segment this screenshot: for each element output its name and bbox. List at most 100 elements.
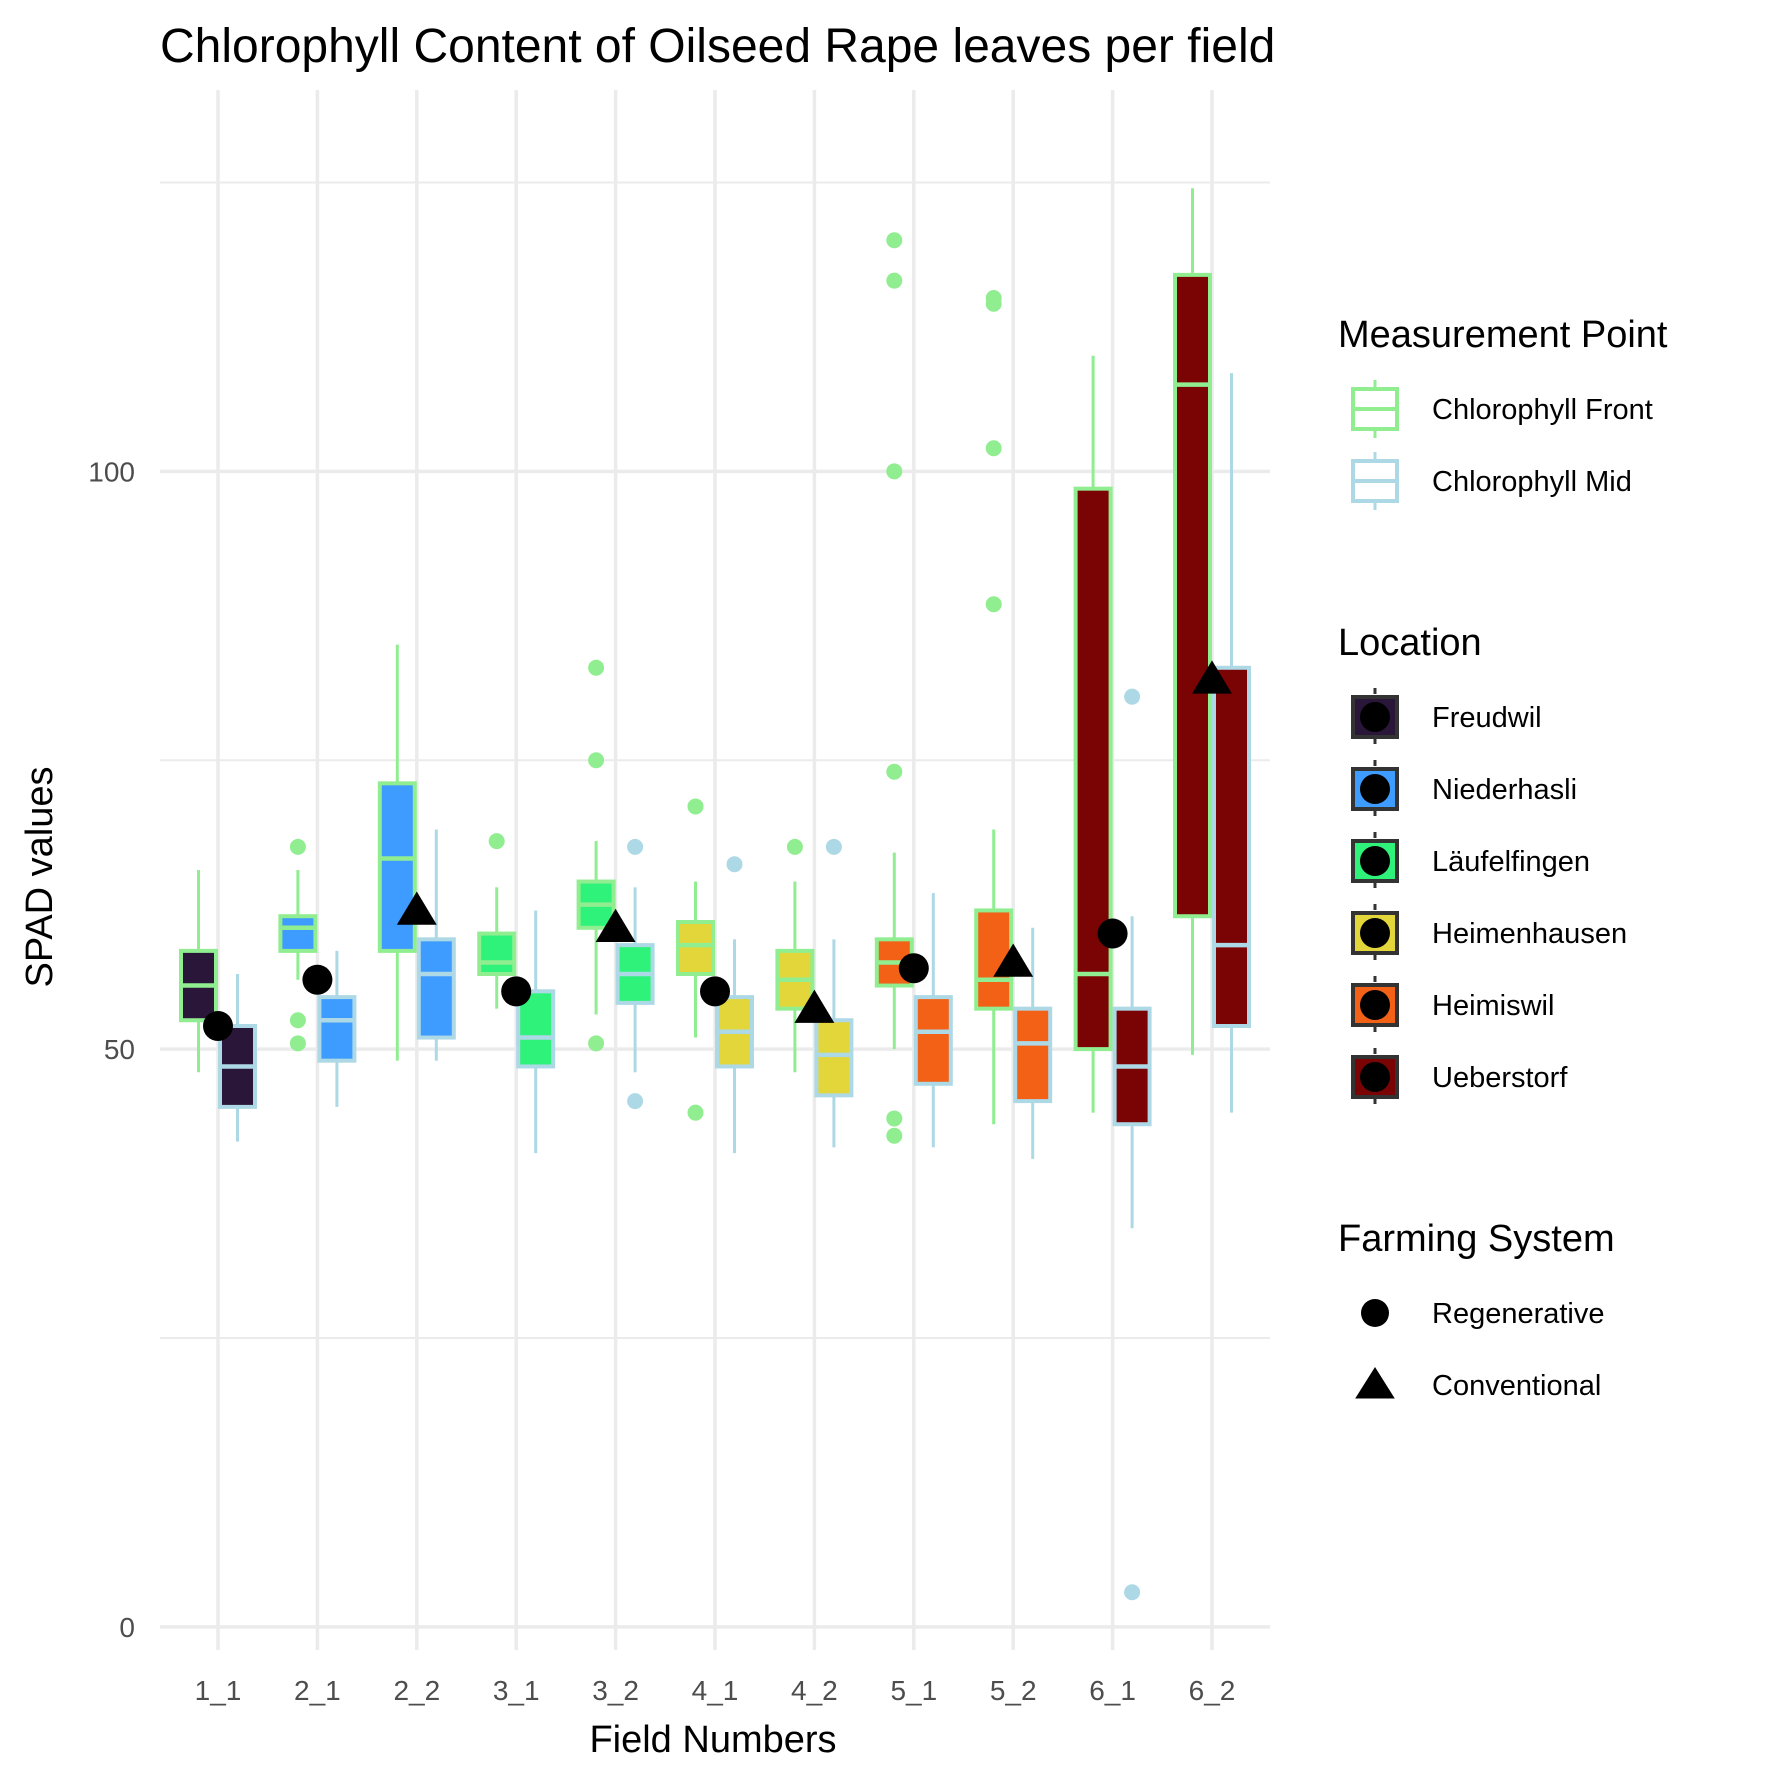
legend-label: Niederhasli (1432, 774, 1577, 806)
legend-label: Läufelfingen (1432, 846, 1590, 878)
boxplot-chlorophyll-front-2_2 (377, 644, 417, 1061)
conventional-marker (794, 989, 835, 1023)
box-body (317, 995, 357, 1063)
boxplot-chlorophyll-mid-5_1 (913, 893, 953, 1148)
outlier-point (588, 659, 605, 676)
regenerative-marker (700, 976, 730, 1007)
boxplot-chlorophyll-front-1_1 (179, 870, 218, 1073)
legend-label: Conventional (1432, 1370, 1601, 1402)
outlier-point (687, 798, 704, 815)
box-body (676, 920, 715, 976)
regenerative-marker (1097, 918, 1128, 949)
legend-key-circle (1361, 1299, 1389, 1327)
legend-key-point (1360, 702, 1390, 732)
conventional-marker (1192, 660, 1232, 694)
x-tick-label: 5_2 (990, 1675, 1037, 1706)
box-body (278, 914, 318, 953)
outlier-point (588, 752, 605, 769)
conventional-marker (396, 891, 437, 925)
x-tick-label: 2_1 (294, 1675, 341, 1706)
outlier-point (886, 272, 903, 289)
boxplots (179, 188, 1251, 1601)
outlier-point (1124, 1584, 1141, 1601)
outlier-point (289, 1012, 306, 1029)
regenerative-marker (302, 964, 333, 995)
legend-key-point (1360, 990, 1390, 1020)
legend-key-point (1360, 846, 1390, 876)
x-tick-label: 6_2 (1189, 1675, 1236, 1706)
legend-title: Location (1338, 622, 1482, 664)
legend-key-triangle (1355, 1367, 1395, 1399)
boxplot-chlorophyll-front-6_2 (1173, 188, 1212, 1055)
boxplot-chlorophyll-front-5_1 (874, 232, 914, 1144)
boxplot-chlorophyll-front-4_1 (676, 798, 715, 1121)
legend-key-point (1360, 774, 1390, 804)
outlier-point (886, 232, 903, 249)
outlier-point (985, 295, 1002, 312)
boxplot-chlorophyll-front-5_2 (974, 290, 1014, 1125)
legend-label: Heimiswil (1432, 990, 1554, 1022)
outlier-point (985, 596, 1002, 613)
boxplot-chlorophyll-mid-3_1 (516, 910, 556, 1154)
boxplot-chlorophyll-mid-5_2 (1013, 927, 1053, 1159)
legend-label: Heimenhausen (1432, 918, 1627, 950)
legend-label: Freudwil (1432, 702, 1542, 734)
axes: 0 50 100 1_1 2_1 2_2 3_1 3_2 4_1 4_2 5_1 5_2 6_1 6_2 (88, 456, 1235, 1706)
boxplot-chlorophyll-front-4_2 (775, 838, 815, 1073)
box-body (1212, 665, 1251, 1028)
outlier-point (886, 1127, 903, 1144)
y-tick-label: 50 (104, 1034, 135, 1065)
outlier-point (886, 463, 903, 480)
outlier-point (289, 1035, 306, 1052)
legend-label: Chlorophyll Mid (1432, 466, 1632, 498)
box-body (814, 1018, 854, 1098)
y-axis-title: SPAD values (19, 766, 61, 987)
outlier-point (886, 763, 903, 780)
outlier-point (488, 833, 505, 850)
x-tick-label: 3_1 (493, 1675, 540, 1706)
box-body (1073, 486, 1113, 1052)
box-body (477, 931, 517, 976)
outlier-point (627, 1093, 644, 1110)
boxplot-chlorophyll-front-3_2 (576, 659, 616, 1052)
legend-title: Measurement Point (1338, 314, 1668, 356)
x-axis-title: Field Numbers (589, 1719, 836, 1761)
outlier-point (627, 838, 644, 855)
boxplot-chlorophyll-front-3_1 (477, 833, 517, 1009)
boxplot-chlorophyll-mid-4_1 (715, 856, 754, 1154)
y-tick-label: 0 (119, 1612, 135, 1643)
box-body (377, 781, 417, 953)
regenerative-marker (203, 1011, 233, 1041)
legend-key-point (1360, 1062, 1390, 1092)
x-tick-label: 6_1 (1089, 1675, 1136, 1706)
conventional-marker (993, 943, 1034, 977)
box-body (416, 937, 456, 1040)
x-tick-label: 3_2 (592, 1675, 639, 1706)
boxplot-chlorophyll-mid-3_2 (615, 838, 655, 1110)
outlier-point (289, 838, 306, 855)
x-tick-label: 4_2 (791, 1675, 838, 1706)
legend-label: Ueberstorf (1432, 1062, 1568, 1094)
box-body (913, 995, 953, 1086)
outlier-point (588, 1035, 605, 1052)
box-body (1173, 272, 1212, 919)
legends: Measurement Point Chlorophyll Front Chloro… (1338, 314, 1668, 1402)
x-tick-label: 1_1 (195, 1675, 242, 1706)
boxplot-chlorophyll-mid-4_2 (814, 838, 854, 1148)
boxplot-chlorophyll-mid-6_2 (1212, 373, 1251, 1113)
boxplot-chlorophyll-mid-6_1 (1112, 688, 1152, 1601)
box-body (1013, 1006, 1053, 1104)
boxplot-chlorophyll-front-2_1 (278, 838, 318, 1052)
outlier-point (825, 838, 842, 855)
boxplot-chlorophyll-mid-2_1 (317, 950, 357, 1107)
outlier-point (985, 440, 1002, 457)
boxplot-chlorophyll-mid-2_2 (416, 829, 456, 1061)
chart-title: Chlorophyll Content of Oilseed Rape leav… (160, 20, 1275, 73)
x-tick-label: 2_2 (393, 1675, 440, 1706)
y-tick-label: 100 (88, 456, 135, 487)
outlier-point (886, 1110, 903, 1127)
outlier-point (687, 1104, 704, 1121)
outlier-point (1124, 688, 1141, 705)
legend-title: Farming System (1338, 1218, 1615, 1260)
x-tick-label: 4_1 (692, 1675, 739, 1706)
